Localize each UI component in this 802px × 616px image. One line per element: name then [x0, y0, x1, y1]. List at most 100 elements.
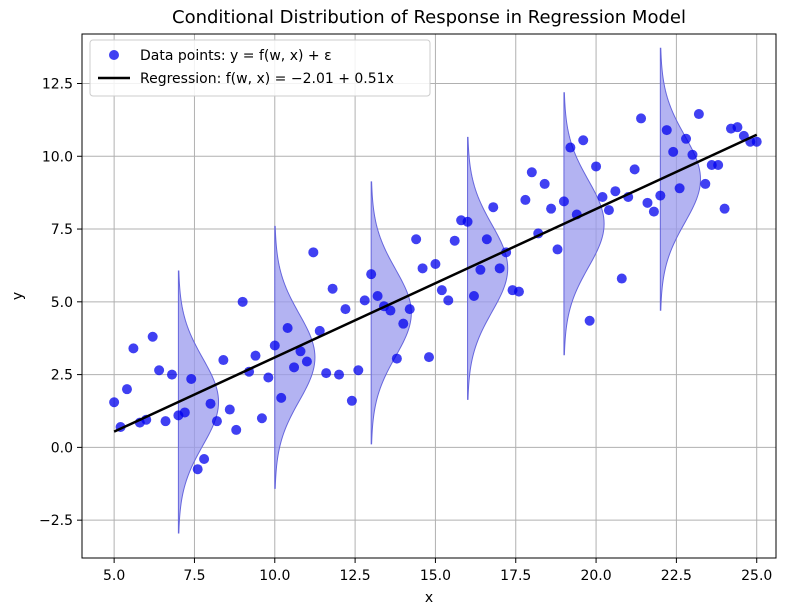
legend-regression-label: Regression: f(w, x) = −2.01 + 0.51x [140, 71, 394, 87]
y-tick-label: 0.0 [51, 440, 73, 456]
data-point [430, 258, 441, 269]
x-tick-label: 15.0 [420, 568, 451, 584]
data-point [513, 286, 524, 297]
data-point [250, 350, 261, 361]
data-point [552, 244, 563, 255]
data-point [546, 203, 557, 214]
data-point [372, 291, 383, 301]
data-point [558, 196, 569, 207]
x-tick-label: 17.5 [500, 568, 531, 584]
data-point [732, 122, 743, 133]
data-point [289, 362, 300, 373]
x-tick-label: 5.0 [103, 568, 125, 584]
legend-point-marker [109, 50, 119, 60]
data-point [160, 416, 171, 427]
data-point [668, 146, 679, 157]
data-point [179, 407, 190, 418]
density-curve [563, 92, 605, 356]
data-point [211, 416, 222, 427]
x-tick-label: 12.5 [340, 568, 371, 584]
data-point [404, 304, 415, 315]
data-point [411, 234, 422, 245]
data-point [693, 109, 704, 120]
data-point [655, 190, 666, 201]
data-point [218, 355, 229, 366]
data-point [391, 353, 402, 364]
data-point [154, 365, 165, 376]
y-ticks: −2.5 0.0 2.5 5.0 7.5 10.0 12.5 [39, 76, 82, 529]
chart-title: Conditional Distribution of Response in … [172, 7, 686, 28]
x-tick-label: 25.0 [741, 568, 772, 584]
data-point [192, 464, 203, 475]
data-point [468, 291, 479, 301]
density-curve [274, 225, 316, 489]
data-point [166, 369, 177, 380]
y-tick-label: 7.5 [51, 222, 73, 238]
data-point [417, 263, 428, 274]
data-point [603, 205, 614, 216]
data-point [231, 424, 242, 435]
data-point [462, 216, 473, 227]
data-point [449, 235, 460, 246]
x-ticks: 5.0 7.5 10.0 12.5 15.0 17.5 20.0 22.5 25.0 [103, 558, 772, 584]
data-point [340, 304, 351, 315]
data-point [424, 352, 434, 363]
data-point [661, 125, 672, 136]
data-point [713, 160, 724, 170]
data-point [256, 413, 267, 424]
data-point [295, 346, 306, 357]
data-point [263, 372, 274, 383]
data-point [327, 283, 338, 294]
data-point [629, 164, 640, 175]
density-curve [177, 270, 220, 534]
data-point [121, 384, 132, 395]
data-point [205, 398, 216, 409]
data-point [346, 395, 357, 406]
x-tick-label: 22.5 [661, 568, 692, 584]
data-point [224, 404, 235, 415]
data-point [308, 247, 319, 258]
data-point [269, 340, 280, 351]
data-point [488, 202, 499, 213]
y-tick-label: 2.5 [51, 368, 73, 384]
data-point [565, 142, 576, 153]
data-point [353, 365, 364, 376]
data-point [636, 113, 647, 124]
data-point [385, 305, 396, 316]
x-tick-label: 10.0 [259, 568, 290, 584]
data-point [398, 318, 409, 329]
legend: Data points: y = f(w, x) + ε Regression:… [89, 39, 431, 97]
data-point [128, 343, 139, 354]
data-point [616, 273, 627, 284]
data-point [584, 315, 595, 326]
data-point [481, 234, 492, 245]
data-point [751, 136, 762, 147]
data-point [475, 264, 486, 275]
data-point [334, 369, 345, 380]
data-point [526, 167, 537, 178]
data-point [321, 368, 332, 379]
density-curve [467, 136, 509, 400]
x-tick-label: 7.5 [183, 568, 205, 584]
y-tick-label: 12.5 [42, 76, 73, 92]
data-point [642, 197, 653, 208]
data-point [147, 331, 158, 342]
data-point [237, 296, 248, 307]
x-tick-label: 20.0 [580, 568, 611, 584]
x-axis-label: x [425, 590, 433, 606]
plot-frame [81, 33, 777, 559]
data-point [282, 323, 293, 334]
data-point [597, 192, 608, 203]
data-point [719, 203, 730, 214]
data-point [539, 178, 550, 189]
data-point [443, 295, 454, 306]
data-point [610, 186, 621, 197]
data-point [301, 356, 312, 367]
data-point [436, 285, 447, 296]
data-point [681, 133, 692, 144]
density-curve [659, 47, 701, 311]
y-tick-label: −2.5 [39, 513, 73, 529]
data-point [314, 325, 325, 336]
